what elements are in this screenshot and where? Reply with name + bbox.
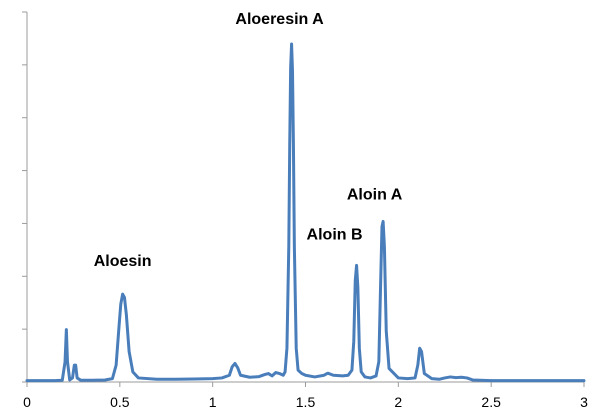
peak-label: Aloeresin A — [235, 11, 324, 28]
peak-labels: Aloesin Aloeresin A Aloin B Aloin A — [94, 11, 403, 270]
axes — [26, 12, 584, 383]
peak-label: Aloesin — [94, 253, 152, 270]
x-tick-labels: 0 0.5 1 1.5 2 2.5 3 — [23, 394, 588, 410]
x-tick-label: 0.5 — [110, 394, 130, 410]
series-line-0 — [25, 42, 586, 383]
x-tick-label: 2.5 — [481, 394, 501, 410]
x-tick-label: 1 — [209, 394, 217, 410]
x-tick-label: 1.5 — [296, 394, 316, 410]
x-tick-label: 0 — [23, 394, 31, 410]
peak-label: Aloin B — [307, 226, 363, 243]
x-tick-label: 3 — [580, 394, 588, 410]
axis-ticks — [22, 11, 585, 387]
peak-label: Aloin A — [347, 186, 403, 203]
x-tick-label: 2 — [394, 394, 402, 410]
series-group — [25, 42, 586, 383]
